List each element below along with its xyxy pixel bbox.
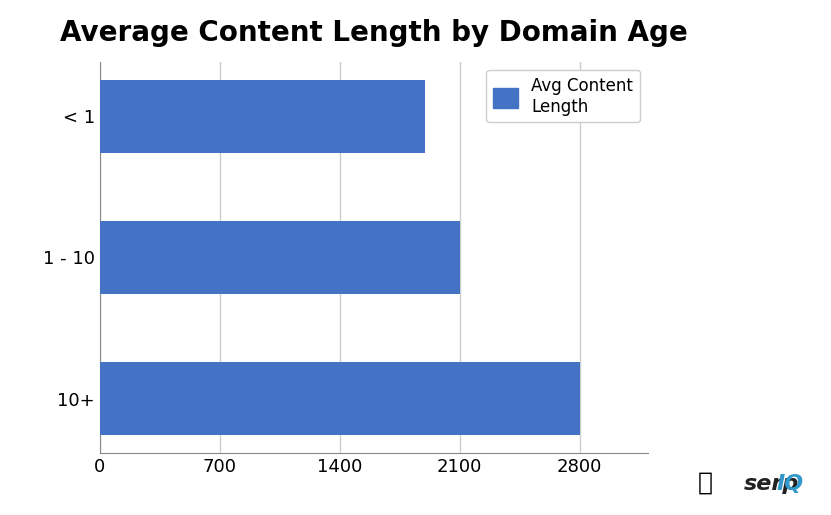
Text: serp: serp [744,474,799,494]
Title: Average Content Length by Domain Age: Average Content Length by Domain Age [60,19,688,47]
Text: IQ: IQ [777,474,804,494]
Text: 💡: 💡 [698,470,713,494]
Bar [100,221,460,294]
Legend: Avg Content
Length: Avg Content Length [486,70,640,122]
Bar [100,362,580,435]
Bar [100,80,425,153]
